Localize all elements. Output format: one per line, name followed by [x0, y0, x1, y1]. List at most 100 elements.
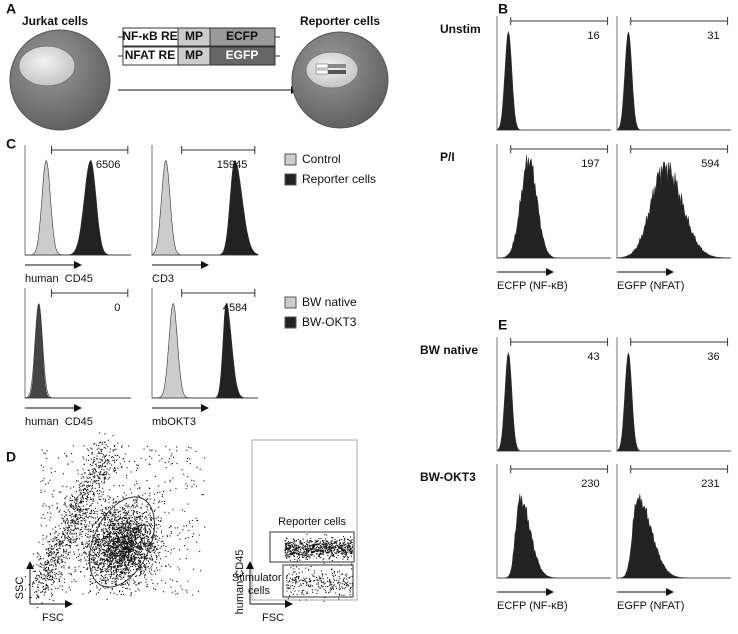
- event: [85, 472, 86, 473]
- event: [304, 551, 305, 552]
- histogram: [617, 162, 731, 258]
- event: [139, 553, 140, 554]
- event: [117, 549, 118, 550]
- event: [91, 459, 92, 460]
- event: [107, 558, 108, 559]
- event: [70, 552, 71, 553]
- event: [91, 488, 92, 489]
- event: [66, 455, 67, 456]
- event: [303, 549, 304, 550]
- event: [343, 550, 344, 551]
- event: [153, 588, 154, 589]
- event: [148, 566, 149, 567]
- event: [346, 552, 347, 553]
- event: [190, 463, 191, 464]
- event: [158, 555, 159, 556]
- event: [75, 514, 76, 515]
- event: [132, 517, 133, 518]
- event: [161, 566, 162, 567]
- event: [61, 514, 62, 515]
- event: [121, 548, 122, 549]
- event: [82, 509, 83, 510]
- event: [151, 517, 152, 518]
- event: [110, 513, 111, 514]
- event: [97, 456, 98, 457]
- event: [298, 551, 299, 552]
- event: [50, 533, 51, 534]
- event: [132, 558, 133, 559]
- event: [158, 517, 159, 518]
- event: [124, 505, 125, 506]
- event: [59, 571, 60, 572]
- event: [182, 589, 183, 590]
- event: [132, 564, 133, 565]
- event: [349, 590, 350, 591]
- event: [323, 541, 324, 542]
- event: [335, 575, 336, 576]
- event: [335, 586, 336, 587]
- event: [131, 563, 132, 564]
- event: [200, 469, 201, 470]
- event: [63, 534, 64, 535]
- event: [133, 558, 134, 559]
- event: [83, 492, 84, 493]
- event: [149, 558, 150, 559]
- event: [76, 505, 77, 506]
- event: [120, 540, 121, 541]
- event: [147, 446, 148, 447]
- event: [45, 453, 46, 454]
- event: [318, 540, 319, 541]
- event: [42, 450, 43, 451]
- event: [119, 530, 120, 531]
- event: [290, 567, 291, 568]
- event: [38, 590, 39, 591]
- event: [128, 551, 129, 552]
- event: [313, 545, 314, 546]
- event: [306, 599, 307, 600]
- event: [130, 538, 131, 539]
- event: [324, 563, 325, 564]
- event: [70, 488, 71, 489]
- event: [164, 501, 165, 502]
- event: [118, 515, 119, 516]
- event: [133, 547, 134, 548]
- event: [54, 547, 55, 548]
- event: [86, 526, 87, 527]
- gate: [511, 465, 608, 473]
- event: [94, 572, 95, 573]
- event: [69, 533, 70, 534]
- event: [87, 493, 88, 494]
- event: [170, 481, 171, 482]
- event: [133, 556, 134, 557]
- event: [179, 558, 180, 559]
- event: [51, 571, 52, 572]
- event: [107, 531, 108, 532]
- event: [118, 565, 119, 566]
- event: [325, 548, 326, 549]
- event: [98, 565, 99, 566]
- event: [117, 532, 118, 533]
- event: [85, 533, 86, 534]
- event: [126, 475, 127, 476]
- event: [173, 509, 174, 510]
- event: [60, 574, 61, 575]
- event: [47, 560, 48, 561]
- event: [122, 547, 123, 548]
- event: [332, 547, 333, 548]
- event: [57, 588, 58, 589]
- event: [106, 559, 107, 560]
- event: [101, 491, 102, 492]
- event: [312, 589, 313, 590]
- event: [53, 553, 54, 554]
- event: [73, 486, 74, 487]
- event: [47, 585, 48, 586]
- event: [320, 547, 321, 548]
- event: [48, 568, 49, 569]
- event: [112, 583, 113, 584]
- event: [81, 486, 82, 487]
- event: [146, 559, 147, 560]
- event: [86, 477, 87, 478]
- event: [141, 458, 142, 459]
- event: [347, 556, 348, 557]
- event: [150, 508, 151, 509]
